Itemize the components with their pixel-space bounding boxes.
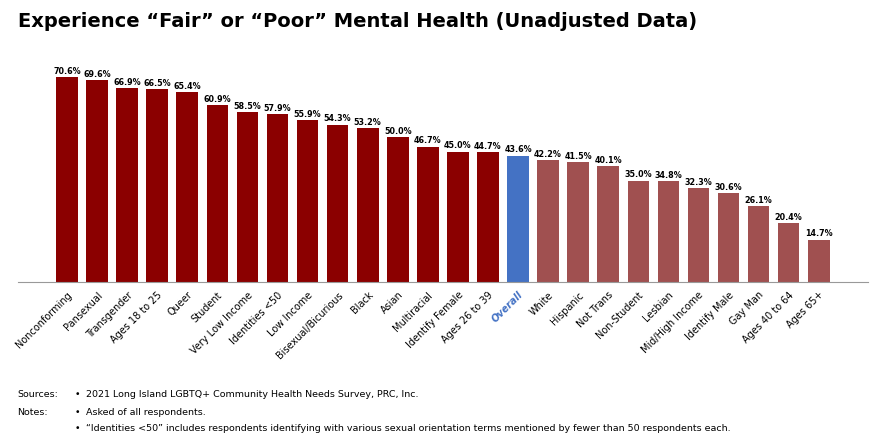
Bar <box>417 146 438 282</box>
Text: 57.9%: 57.9% <box>264 104 291 113</box>
Text: 41.5%: 41.5% <box>565 152 592 161</box>
Text: 20.4%: 20.4% <box>774 213 802 222</box>
Text: Sources:: Sources: <box>18 390 59 399</box>
Text: 26.1%: 26.1% <box>745 196 773 205</box>
Text: 58.5%: 58.5% <box>233 102 261 111</box>
Bar <box>146 89 168 282</box>
Text: 60.9%: 60.9% <box>203 95 232 104</box>
Bar <box>327 124 348 282</box>
Text: Experience “Fair” or “Poor” Mental Health (Unadjusted Data): Experience “Fair” or “Poor” Mental Healt… <box>18 12 696 31</box>
Bar <box>658 181 679 282</box>
Text: 42.2%: 42.2% <box>534 149 562 158</box>
Bar <box>296 120 318 282</box>
Text: 66.9%: 66.9% <box>113 78 141 87</box>
Text: 55.9%: 55.9% <box>294 110 321 119</box>
Text: •: • <box>75 424 80 433</box>
Bar <box>778 223 800 282</box>
Text: 44.7%: 44.7% <box>474 142 502 151</box>
Bar <box>628 181 649 282</box>
Bar <box>176 92 198 282</box>
Text: 54.3%: 54.3% <box>324 114 352 123</box>
Text: 69.6%: 69.6% <box>83 70 111 79</box>
Bar <box>447 152 468 282</box>
Text: 50.0%: 50.0% <box>384 127 411 136</box>
Text: 40.1%: 40.1% <box>595 156 622 164</box>
Text: 34.8%: 34.8% <box>654 171 682 180</box>
Text: 2021 Long Island LGBTQ+ Community Health Needs Survey, PRC, Inc.: 2021 Long Island LGBTQ+ Community Health… <box>86 390 418 399</box>
Bar <box>597 166 619 282</box>
Text: “Identities <50” includes respondents identifying with various sexual orientatio: “Identities <50” includes respondents id… <box>86 424 731 433</box>
Text: •: • <box>75 408 80 417</box>
Bar <box>357 128 379 282</box>
Bar <box>387 137 409 282</box>
Bar <box>237 112 258 282</box>
Text: •: • <box>75 390 80 399</box>
Text: 66.5%: 66.5% <box>144 79 171 88</box>
Bar <box>538 160 559 282</box>
Bar <box>477 153 499 282</box>
Bar <box>267 114 289 282</box>
Text: 53.2%: 53.2% <box>353 118 381 127</box>
Text: 14.7%: 14.7% <box>805 229 832 239</box>
Text: 45.0%: 45.0% <box>444 142 472 150</box>
Bar <box>86 80 108 282</box>
Text: 70.6%: 70.6% <box>53 67 81 76</box>
Text: Asked of all respondents.: Asked of all respondents. <box>86 408 206 417</box>
Bar <box>56 77 78 282</box>
Bar <box>507 156 529 282</box>
Text: 65.4%: 65.4% <box>174 82 201 91</box>
Bar <box>688 188 709 282</box>
Text: 30.6%: 30.6% <box>715 183 742 192</box>
Text: 43.6%: 43.6% <box>504 146 531 154</box>
Bar <box>117 88 138 282</box>
Bar <box>808 239 830 282</box>
Bar <box>717 193 739 282</box>
Text: 35.0%: 35.0% <box>624 170 652 179</box>
Text: 46.7%: 46.7% <box>414 136 442 146</box>
Text: Notes:: Notes: <box>18 408 48 417</box>
Bar <box>748 206 769 282</box>
Text: 32.3%: 32.3% <box>685 178 712 187</box>
Bar <box>207 105 228 282</box>
Bar <box>567 162 589 282</box>
